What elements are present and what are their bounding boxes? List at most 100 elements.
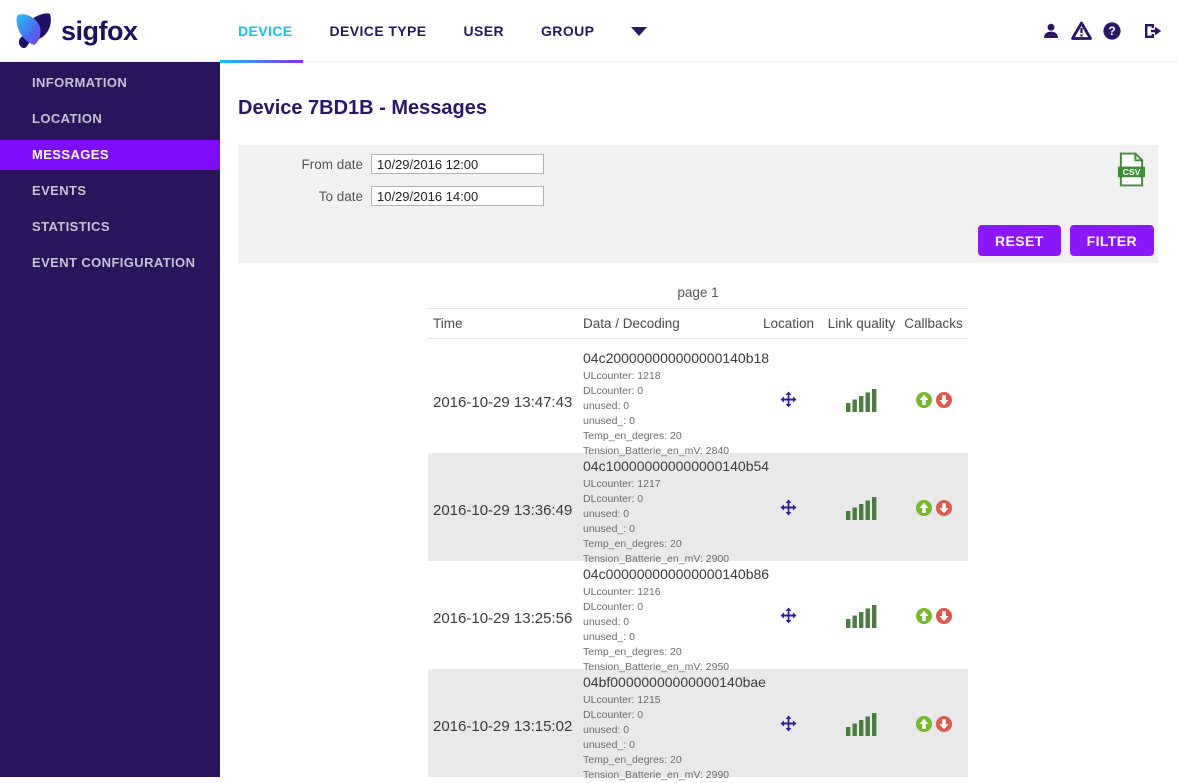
csv-export-icon[interactable]: CSV xyxy=(1117,152,1146,192)
link-quality-icon xyxy=(846,604,877,633)
message-data-cell: 04c000000000000000140b86 ULcounter: 1216… xyxy=(583,561,770,675)
link-quality-icon xyxy=(846,496,877,525)
nav-tab-user[interactable]: USER xyxy=(463,23,505,39)
column-header-time: Time xyxy=(433,316,463,331)
callback-up-icon[interactable] xyxy=(915,715,932,737)
message-data-cell: 04c100000000000000140b54 ULcounter: 1217… xyxy=(583,453,770,567)
decoded-field: Tension_Batterie_en_mV: 2840 xyxy=(583,445,730,457)
sidebar-item-statistics[interactable]: STATISTICS xyxy=(32,219,110,234)
location-icon[interactable] xyxy=(780,607,797,629)
svg-text:CSV: CSV xyxy=(1123,167,1141,177)
logout-icon[interactable] xyxy=(1143,22,1162,45)
header-icon-group: ? xyxy=(1042,21,1162,45)
to-date-row: To date xyxy=(238,186,544,206)
decoded-field: Tension_Batterie_en_mV: 2990 xyxy=(583,769,730,781)
page-title: Device 7BD1B - Messages xyxy=(238,97,488,120)
message-data-cell: 04bf00000000000000140bae ULcounter: 1215… xyxy=(583,669,766,783)
callback-up-icon[interactable] xyxy=(915,607,932,629)
main-content: Device 7BD1B - Messages From date To dat… xyxy=(220,62,1178,781)
callback-down-icon[interactable] xyxy=(935,499,952,521)
message-time: 2016-10-29 13:25:56 xyxy=(433,609,573,627)
decoded-field: Temp_en_degres: 20 xyxy=(583,754,682,766)
decoded-field: Temp_en_degres: 20 xyxy=(583,646,682,658)
nav-items: DEVICE DEVICE TYPE USER GROUP xyxy=(238,23,594,39)
from-date-label: From date xyxy=(301,156,363,172)
sidebar-item-information[interactable]: INFORMATION xyxy=(32,75,128,90)
decoded-field: unused: 0 xyxy=(583,400,630,412)
decoded-field: ULcounter: 1215 xyxy=(583,694,661,706)
message-decoded: ULcounter: 1215 DLcounter: 0 unused: 0 unus… xyxy=(583,693,753,783)
user-icon[interactable] xyxy=(1042,22,1060,45)
column-header-location: Location xyxy=(762,316,815,331)
nav-tab-device-type[interactable]: DEVICE TYPE xyxy=(329,23,427,39)
message-decoded: ULcounter: 1217 DLcounter: 0 unused: 0 unus… xyxy=(583,477,753,567)
reset-button[interactable]: RESET xyxy=(977,225,1061,256)
message-decoded: ULcounter: 1218 DLcounter: 0 unused: 0 unus… xyxy=(583,369,753,459)
callback-up-icon[interactable] xyxy=(915,499,932,521)
message-time: 2016-10-29 13:47:43 xyxy=(433,393,573,411)
chevron-down-icon[interactable] xyxy=(631,26,648,36)
active-tab-underline xyxy=(220,60,303,63)
decoded-field: DLcounter: 0 xyxy=(583,709,644,721)
decoded-field: Tension_Batterie_en_mV: 2950 xyxy=(583,661,730,673)
decoded-field: Temp_en_degres: 20 xyxy=(583,430,682,442)
decoded-field: unused_: 0 xyxy=(583,415,635,427)
table-row: 2016-10-29 13:15:02 04bf0000000000000014… xyxy=(428,669,968,781)
message-hex: 04bf00000000000000140bae xyxy=(583,674,766,690)
nav-tab-group[interactable]: GROUP xyxy=(541,23,595,39)
table-row: 2016-10-29 13:47:43 04c20000000000000014… xyxy=(428,345,968,457)
decoded-field: unused: 0 xyxy=(583,616,630,628)
decoded-field: ULcounter: 1218 xyxy=(583,370,661,382)
decoded-field: Temp_en_degres: 20 xyxy=(583,538,682,550)
message-rows: 2016-10-29 13:47:43 04c20000000000000014… xyxy=(428,345,968,781)
message-hex: 04c000000000000000140b86 xyxy=(583,566,770,582)
filter-buttons: RESET FILTER xyxy=(977,225,1154,256)
filter-button[interactable]: FILTER xyxy=(1069,225,1154,256)
location-icon[interactable] xyxy=(780,715,797,737)
column-header-callbacks: Callbacks xyxy=(904,316,963,331)
sidebar-item-messages[interactable]: MESSAGES xyxy=(0,140,220,170)
decoded-field: unused: 0 xyxy=(583,508,630,520)
messages-table: Time Data / Decoding Location Link quali… xyxy=(428,308,968,781)
location-icon[interactable] xyxy=(780,499,797,521)
sidebar-item-events[interactable]: EVENTS xyxy=(32,183,87,198)
main-nav: DEVICE DEVICE TYPE USER GROUP xyxy=(238,0,648,62)
nav-tab-device[interactable]: DEVICE xyxy=(238,23,293,39)
from-date-input[interactable] xyxy=(371,154,544,174)
message-time: 2016-10-29 13:15:02 xyxy=(433,717,573,735)
decoded-field: DLcounter: 0 xyxy=(583,385,644,397)
message-hex: 04c200000000000000140b18 xyxy=(583,350,770,366)
link-quality-icon xyxy=(846,712,877,741)
to-date-input[interactable] xyxy=(371,186,544,206)
top-header: sigfox DEVICE DEVICE TYPE USER GROUP ? xyxy=(0,0,1178,62)
device-sidebar: INFORMATION LOCATION MESSAGES EVENTS STATIST… xyxy=(0,62,220,777)
decoded-field: Tension_Batterie_en_mV: 2900 xyxy=(583,553,730,565)
decoded-field: ULcounter: 1216 xyxy=(583,586,661,598)
sigfox-logo[interactable]: sigfox xyxy=(14,11,138,56)
filter-panel: From date To date CSV RESET FILTER xyxy=(238,145,1158,263)
butterfly-logo-icon xyxy=(14,11,54,56)
pagination-label: page 1 xyxy=(677,285,719,300)
message-hex: 04c100000000000000140b54 xyxy=(583,458,770,474)
message-time: 2016-10-29 13:36:49 xyxy=(433,501,573,519)
from-date-row: From date xyxy=(238,154,544,174)
sidebar-item-location[interactable]: LOCATION xyxy=(32,111,103,126)
decoded-field: unused_: 0 xyxy=(583,523,635,535)
sidebar-item-event-configuration[interactable]: EVENT CONFIGURATION xyxy=(32,255,196,270)
callback-up-icon[interactable] xyxy=(915,391,932,413)
help-icon[interactable]: ? xyxy=(1103,21,1121,45)
decoded-field: unused_: 0 xyxy=(583,739,635,751)
column-header-linkquality: Link quality xyxy=(827,316,896,331)
to-date-label: To date xyxy=(318,188,363,204)
decoded-field: unused_: 0 xyxy=(583,631,635,643)
callback-down-icon[interactable] xyxy=(935,391,952,413)
alert-icon[interactable] xyxy=(1071,21,1092,45)
link-quality-icon xyxy=(846,388,877,417)
location-icon[interactable] xyxy=(780,391,797,413)
callback-down-icon[interactable] xyxy=(935,607,952,629)
decoded-field: ULcounter: 1217 xyxy=(583,478,661,490)
decoded-field: DLcounter: 0 xyxy=(583,493,644,505)
callback-down-icon[interactable] xyxy=(935,715,952,737)
decoded-field: unused: 0 xyxy=(583,724,630,736)
message-decoded: ULcounter: 1216 DLcounter: 0 unused: 0 unus… xyxy=(583,585,753,675)
